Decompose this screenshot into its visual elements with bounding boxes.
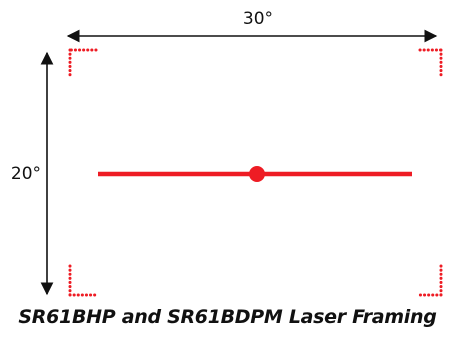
laser-center-dot [249, 166, 265, 182]
corner-bracket-bottom-left [68, 264, 98, 297]
corner-bracket-top-left [68, 48, 98, 79]
corner-bracket-top-right [418, 48, 443, 79]
corner-bracket-bottom-right [416, 264, 443, 297]
vertical-angle-label: 20° [11, 164, 41, 184]
horizontal-angle-label: 30° [243, 9, 273, 29]
diagram-caption: SR61BHP and SR61BDPM Laser Framing [18, 306, 437, 328]
